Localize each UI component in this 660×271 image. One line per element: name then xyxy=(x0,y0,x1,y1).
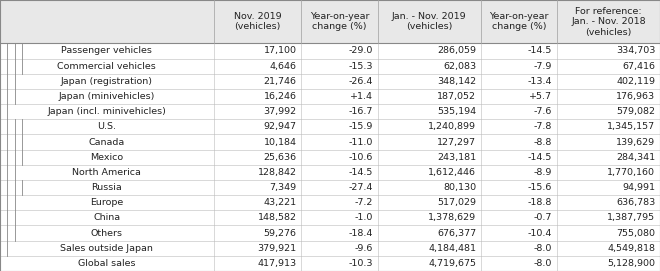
Text: Nov. 2019
(vehicles): Nov. 2019 (vehicles) xyxy=(234,12,281,31)
Text: 636,783: 636,783 xyxy=(616,198,655,207)
Text: 417,913: 417,913 xyxy=(257,259,297,268)
Text: 187,052: 187,052 xyxy=(437,92,476,101)
Text: Japan (registration): Japan (registration) xyxy=(61,77,153,86)
Text: 94,991: 94,991 xyxy=(622,183,655,192)
Text: -27.4: -27.4 xyxy=(348,183,373,192)
Text: 1,345,157: 1,345,157 xyxy=(607,122,655,131)
Text: 17,100: 17,100 xyxy=(264,46,297,56)
Text: 7,349: 7,349 xyxy=(270,183,297,192)
Text: +5.7: +5.7 xyxy=(529,92,552,101)
Text: 10,184: 10,184 xyxy=(264,137,297,147)
Text: 755,080: 755,080 xyxy=(616,228,655,238)
Text: 5,128,900: 5,128,900 xyxy=(607,259,655,268)
Text: -10.3: -10.3 xyxy=(348,259,373,268)
Text: 62,083: 62,083 xyxy=(443,62,476,71)
Text: 139,629: 139,629 xyxy=(616,137,655,147)
Text: 92,947: 92,947 xyxy=(264,122,297,131)
Text: 1,612,446: 1,612,446 xyxy=(428,168,476,177)
Text: 16,246: 16,246 xyxy=(264,92,297,101)
Text: 348,142: 348,142 xyxy=(437,77,476,86)
Text: -15.3: -15.3 xyxy=(348,62,373,71)
Text: 4,719,675: 4,719,675 xyxy=(428,259,476,268)
Text: Commercial vehicles: Commercial vehicles xyxy=(57,62,156,71)
Text: 21,746: 21,746 xyxy=(264,77,297,86)
Text: 379,921: 379,921 xyxy=(257,244,297,253)
Text: 43,221: 43,221 xyxy=(263,198,297,207)
Text: 67,416: 67,416 xyxy=(622,62,655,71)
Text: 535,194: 535,194 xyxy=(437,107,476,116)
Text: 1,240,899: 1,240,899 xyxy=(428,122,476,131)
Text: -7.6: -7.6 xyxy=(534,107,552,116)
Text: 402,119: 402,119 xyxy=(616,77,655,86)
Text: Jan. - Nov. 2019
(vehicles): Jan. - Nov. 2019 (vehicles) xyxy=(392,12,467,31)
Text: -8.0: -8.0 xyxy=(534,259,552,268)
Text: 128,842: 128,842 xyxy=(258,168,297,177)
Text: 4,646: 4,646 xyxy=(270,62,297,71)
Text: Mexico: Mexico xyxy=(90,153,123,162)
Text: Others: Others xyxy=(91,228,123,238)
Text: -7.2: -7.2 xyxy=(354,198,373,207)
Text: -9.6: -9.6 xyxy=(354,244,373,253)
Text: Canada: Canada xyxy=(88,137,125,147)
Text: Global sales: Global sales xyxy=(78,259,135,268)
Text: 59,276: 59,276 xyxy=(264,228,297,238)
Text: 4,184,481: 4,184,481 xyxy=(428,244,476,253)
Text: North America: North America xyxy=(73,168,141,177)
Text: -7.8: -7.8 xyxy=(534,122,552,131)
Text: 243,181: 243,181 xyxy=(437,153,476,162)
Text: Year-on-year
change (%): Year-on-year change (%) xyxy=(310,12,370,31)
Text: 176,963: 176,963 xyxy=(616,92,655,101)
Text: Europe: Europe xyxy=(90,198,123,207)
Text: Sales outside Japan: Sales outside Japan xyxy=(60,244,153,253)
Text: Year-on-year
change (%): Year-on-year change (%) xyxy=(489,12,548,31)
Text: 334,703: 334,703 xyxy=(616,46,655,56)
Text: -15.9: -15.9 xyxy=(348,122,373,131)
Text: 286,059: 286,059 xyxy=(437,46,476,56)
Text: -10.4: -10.4 xyxy=(528,228,552,238)
Text: -26.4: -26.4 xyxy=(348,77,373,86)
Text: -14.5: -14.5 xyxy=(528,46,552,56)
Text: Russia: Russia xyxy=(92,183,122,192)
Text: -8.0: -8.0 xyxy=(534,244,552,253)
Text: -11.0: -11.0 xyxy=(348,137,373,147)
Text: -7.9: -7.9 xyxy=(534,62,552,71)
Text: 284,341: 284,341 xyxy=(616,153,655,162)
Text: -15.6: -15.6 xyxy=(528,183,552,192)
Text: Passenger vehicles: Passenger vehicles xyxy=(61,46,152,56)
Text: 1,378,629: 1,378,629 xyxy=(428,213,476,222)
Text: -18.4: -18.4 xyxy=(348,228,373,238)
Text: -29.0: -29.0 xyxy=(348,46,373,56)
Bar xyxy=(0,0,660,43)
Text: 1,387,795: 1,387,795 xyxy=(607,213,655,222)
Text: -1.0: -1.0 xyxy=(354,213,373,222)
Text: For reference:
Jan. - Nov. 2018
(vehicles): For reference: Jan. - Nov. 2018 (vehicle… xyxy=(571,7,645,37)
Text: -8.9: -8.9 xyxy=(534,168,552,177)
Text: 676,377: 676,377 xyxy=(437,228,476,238)
Text: +1.4: +1.4 xyxy=(350,92,373,101)
Text: 579,082: 579,082 xyxy=(616,107,655,116)
Text: -8.8: -8.8 xyxy=(534,137,552,147)
Text: China: China xyxy=(93,213,120,222)
Text: -14.5: -14.5 xyxy=(528,153,552,162)
Text: -14.5: -14.5 xyxy=(348,168,373,177)
Text: -10.6: -10.6 xyxy=(348,153,373,162)
Text: 4,549,818: 4,549,818 xyxy=(607,244,655,253)
Text: -0.7: -0.7 xyxy=(534,213,552,222)
Text: 517,029: 517,029 xyxy=(437,198,476,207)
Text: Japan (incl. minivehicles): Japan (incl. minivehicles) xyxy=(48,107,166,116)
Text: 80,130: 80,130 xyxy=(443,183,476,192)
Text: 25,636: 25,636 xyxy=(263,153,297,162)
Text: 148,582: 148,582 xyxy=(258,213,297,222)
Text: 1,770,160: 1,770,160 xyxy=(607,168,655,177)
Text: 127,297: 127,297 xyxy=(437,137,476,147)
Text: Japan (minivehicles): Japan (minivehicles) xyxy=(59,92,155,101)
Text: -13.4: -13.4 xyxy=(528,77,552,86)
Text: -16.7: -16.7 xyxy=(348,107,373,116)
Text: U.S.: U.S. xyxy=(97,122,116,131)
Text: -18.8: -18.8 xyxy=(528,198,552,207)
Text: 37,992: 37,992 xyxy=(263,107,297,116)
